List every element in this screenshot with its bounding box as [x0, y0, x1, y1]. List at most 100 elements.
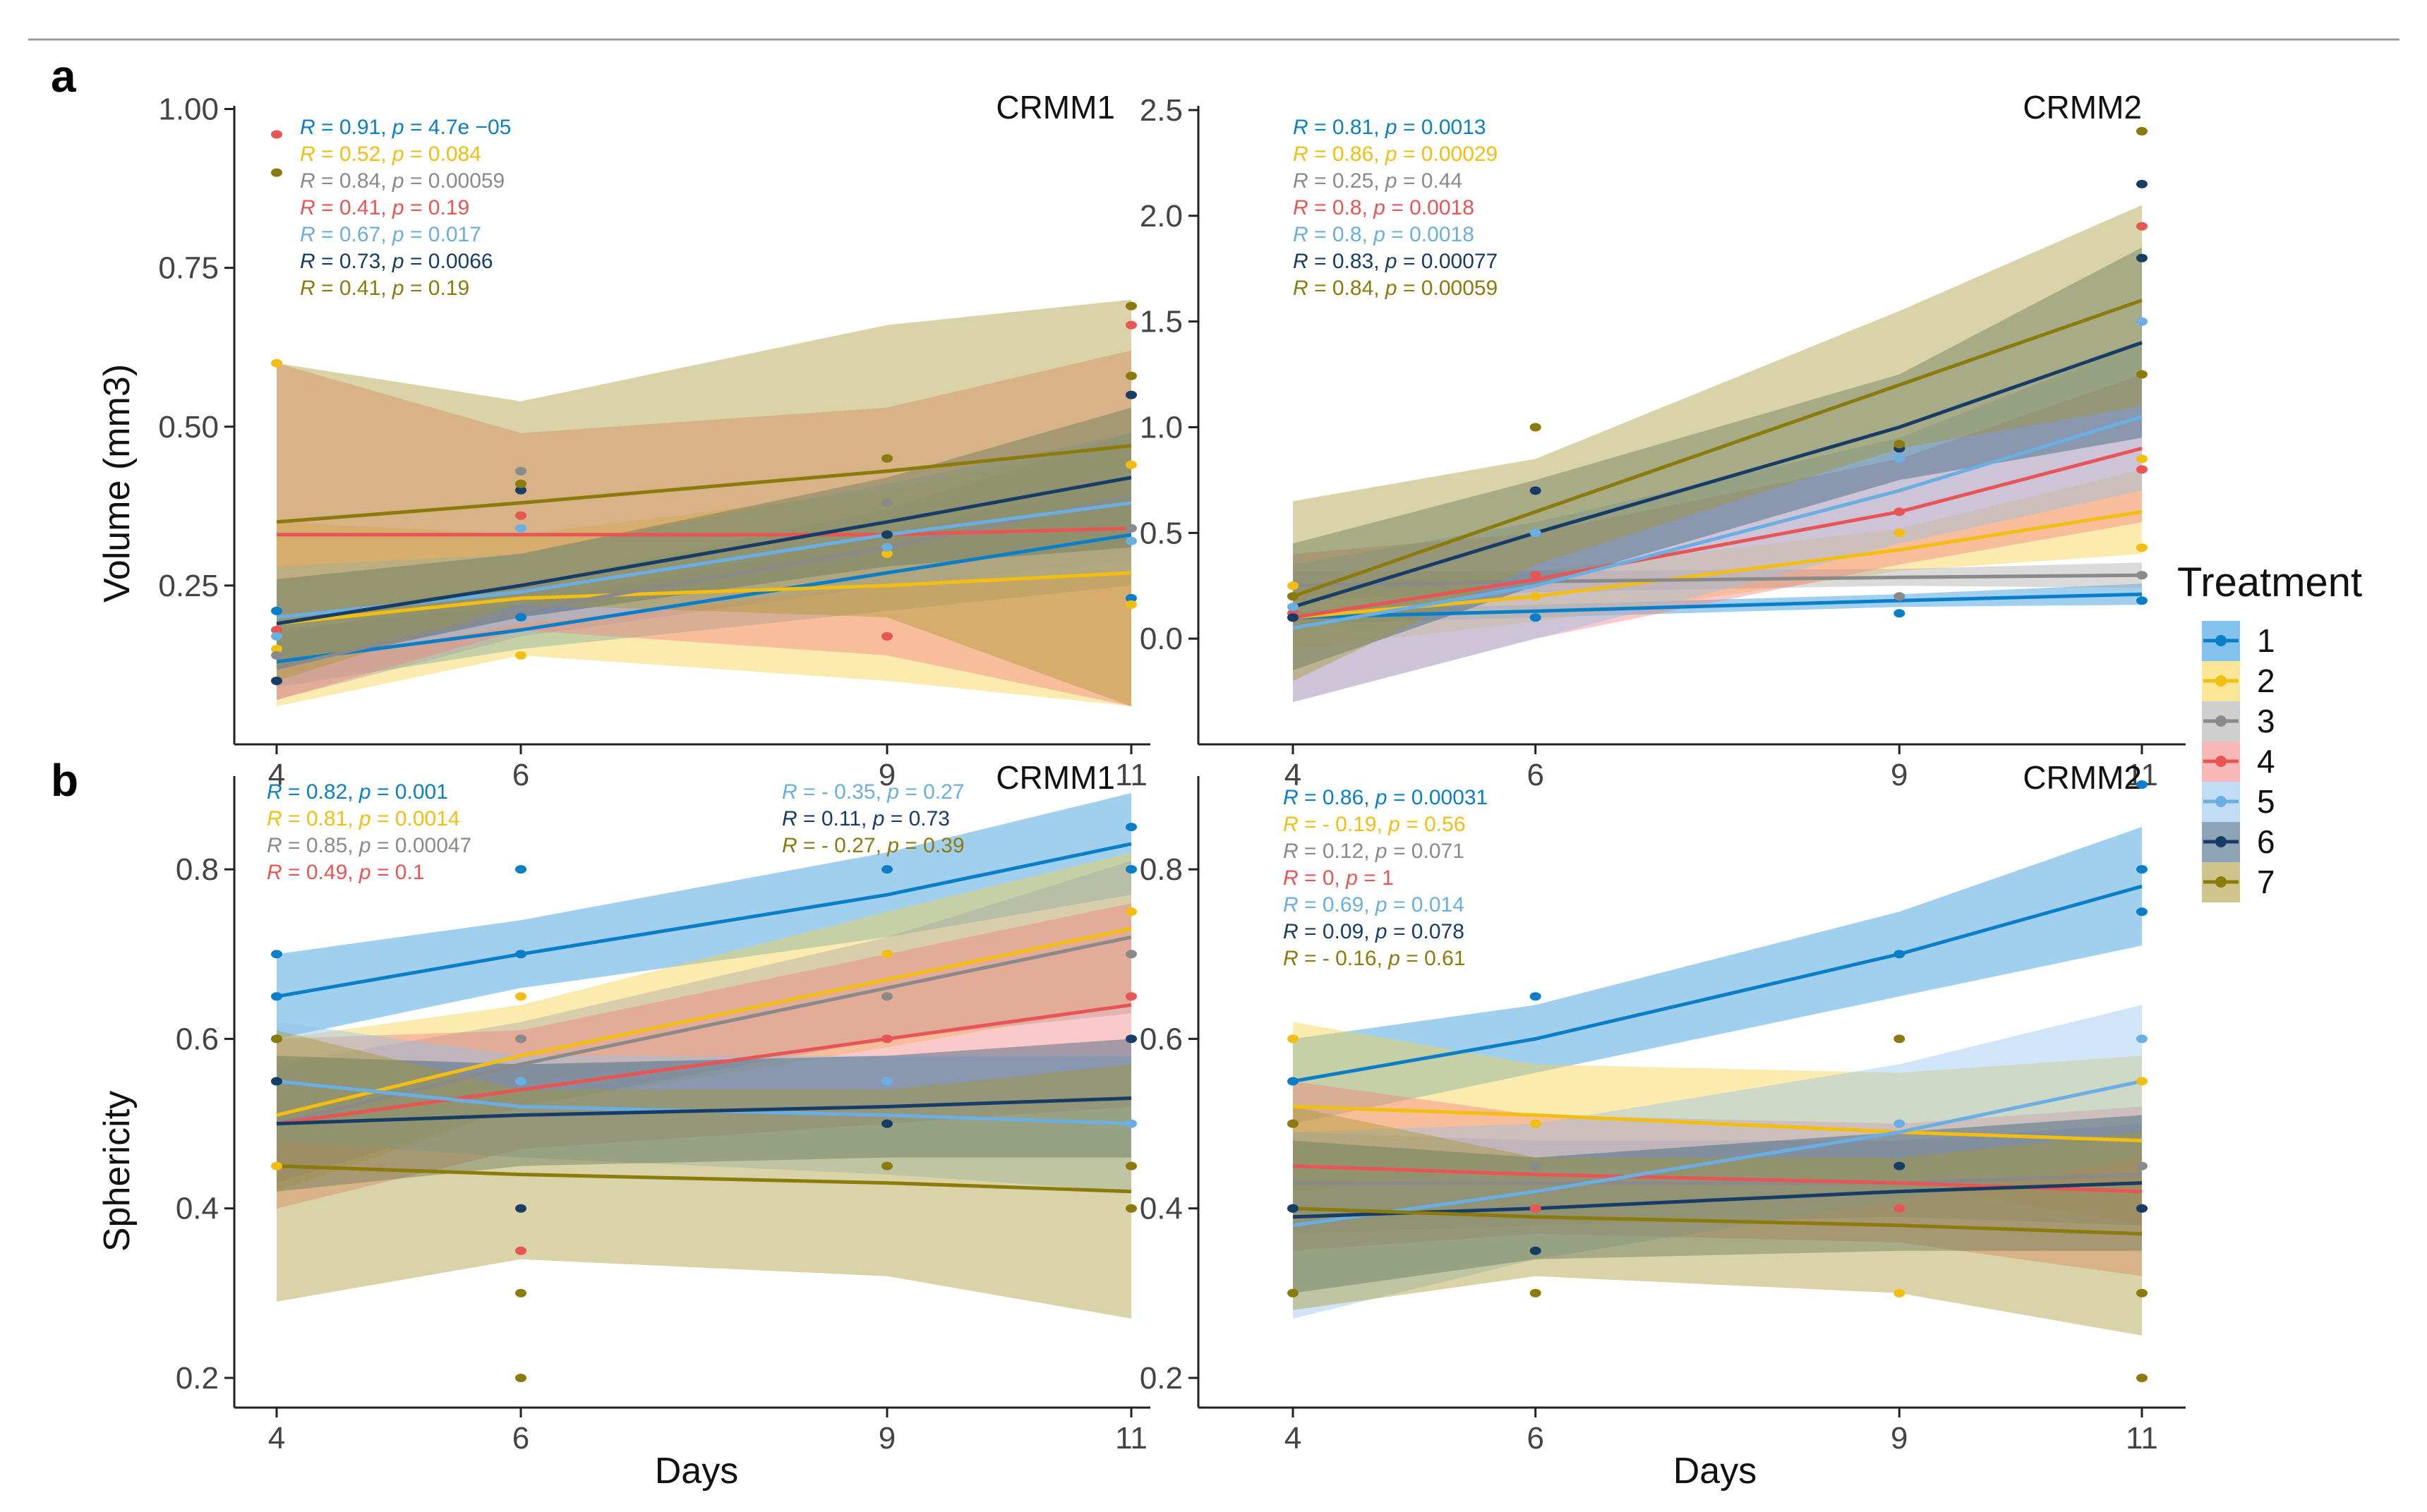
- data-point-treatment-1: [1529, 613, 1541, 622]
- correlation-annotation-treatment-7: R = 0.41, p = 0.19: [300, 277, 469, 300]
- data-point-treatment-2: [2136, 454, 2148, 464]
- correlation-annotation-treatment-6: R = 0.73, p = 0.0066: [300, 250, 493, 273]
- data-point-treatment-1: [1893, 950, 1905, 959]
- data-point-treatment-7: [271, 168, 282, 177]
- data-point-treatment-1: [515, 612, 526, 622]
- data-point-treatment-1: [1287, 1077, 1299, 1086]
- fit-line-treatment-3: [1292, 573, 2143, 588]
- data-point-treatment-4: [515, 1246, 526, 1255]
- fit-line-treatment-7: [1292, 1206, 2143, 1236]
- data-point-treatment-4: [881, 1034, 893, 1044]
- correlation-annotation-treatment-3: R = 0.85, p = 0.00047: [267, 834, 471, 857]
- data-point-treatment-2: [1529, 592, 1541, 601]
- data-point-treatment-7: [2136, 127, 2148, 135]
- data-point-treatment-1: [2136, 865, 2148, 874]
- correlation-annotation-treatment-7: R = - 0.16, p = 0.61: [1283, 947, 1466, 970]
- data-point-treatment-6: [515, 1204, 526, 1213]
- row-label-a: a: [51, 51, 76, 102]
- data-point-treatment-1: [2136, 780, 2148, 789]
- data-point-treatment-2: [881, 950, 893, 959]
- legend-dot-3: [2215, 715, 2227, 727]
- data-point-treatment-2: [1529, 1119, 1541, 1128]
- legend-label-6: 6: [2257, 823, 2275, 860]
- data-point-treatment-3: [1529, 1161, 1541, 1171]
- fit-line-treatment-5: [1292, 1079, 2143, 1228]
- data-point-treatment-1: [1126, 865, 1137, 874]
- correlation-annotation-treatment-7: R = - 0.27, p = 0.39: [782, 834, 965, 857]
- x-tick-label: 4: [1284, 1421, 1301, 1456]
- data-point-treatment-4: [1893, 507, 1905, 516]
- data-point-treatment-5: [1893, 454, 1905, 464]
- y-tick-label: 0.6: [176, 1022, 219, 1056]
- x-tick-label: 9: [879, 1421, 896, 1456]
- correlation-annotation-treatment-5: R = 0.67, p = 0.017: [300, 223, 481, 246]
- data-point-treatment-5: [881, 1077, 893, 1086]
- x-tick-label: 6: [1526, 1421, 1543, 1456]
- correlation-annotation-treatment-3: R = 0.84, p = 0.00059: [300, 169, 505, 193]
- data-point-treatment-4: [271, 625, 282, 634]
- y-tick-label: 0.75: [158, 251, 219, 286]
- data-point-treatment-7: [1893, 1034, 1905, 1044]
- fit-line-treatment-3: [276, 495, 1132, 670]
- data-point-treatment-5: [2136, 1034, 2148, 1044]
- data-point-treatment-6: [1126, 1034, 1137, 1044]
- data-point-treatment-7: [1529, 423, 1541, 432]
- y-tick-label: 0.4: [1140, 1192, 1183, 1226]
- correlation-annotation-treatment-3: R = 0.25, p = 0.44: [1293, 169, 1462, 193]
- legend-label-2: 2: [2257, 663, 2275, 699]
- correlation-annotation-treatment-5: R = - 0.35, p = 0.27: [782, 780, 965, 804]
- fit-line-treatment-6: [276, 476, 1132, 626]
- legend-label-7: 7: [2257, 864, 2275, 900]
- data-point-treatment-4: [1893, 1204, 1905, 1213]
- fit-line-treatment-2: [276, 571, 1132, 626]
- x-axis-label-left: Days: [655, 1451, 738, 1492]
- data-point-treatment-5: [271, 631, 282, 641]
- legend-title: Treatment: [2177, 560, 2362, 605]
- correlation-annotation-treatment-5: R = 0.8, p = 0.0018: [1293, 223, 1474, 246]
- x-tick-label: 11: [1115, 758, 1148, 792]
- data-point-treatment-7: [1126, 1161, 1137, 1171]
- x-tick-label: 4: [268, 1421, 285, 1456]
- legend-dot-5: [2215, 796, 2227, 807]
- data-point-treatment-5: [515, 1077, 526, 1086]
- correlation-annotation-treatment-4: R = 0.8, p = 0.0018: [1293, 196, 1474, 219]
- data-point-treatment-1: [2136, 596, 2148, 605]
- data-point-treatment-2: [1126, 460, 1137, 469]
- data-point-treatment-4: [2136, 465, 2148, 474]
- correlation-annotation-treatment-7: R = 0.84, p = 0.00059: [1293, 277, 1498, 300]
- y-tick-label: 0.25: [158, 569, 219, 603]
- legend-dot-7: [2215, 876, 2227, 888]
- data-point-treatment-6: [515, 485, 526, 495]
- data-point-treatment-6: [271, 677, 282, 685]
- confidence-band-treatment-2: [277, 439, 1131, 706]
- data-point-treatment-7: [515, 1374, 526, 1382]
- data-point-treatment-4: [1126, 320, 1137, 329]
- fit-line-treatment-4: [276, 1003, 1132, 1126]
- data-point-treatment-1: [271, 950, 282, 959]
- data-point-treatment-6: [1126, 390, 1137, 399]
- correlation-annotation-treatment-2: R = 0.52, p = 0.084: [300, 143, 481, 166]
- y-tick-label: 0.2: [176, 1361, 219, 1396]
- y-tick-label: 0.2: [1140, 1361, 1183, 1396]
- data-point-treatment-1: [515, 865, 526, 874]
- fit-line-treatment-6: [276, 1096, 1132, 1126]
- data-point-treatment-6: [271, 1077, 282, 1086]
- data-point-treatment-1: [1126, 823, 1137, 832]
- y-tick-label: 0.8: [176, 852, 219, 887]
- data-point-treatment-2: [271, 644, 282, 653]
- data-point-treatment-6: [881, 1119, 893, 1128]
- data-point-treatment-2: [2136, 543, 2148, 552]
- fit-line-treatment-1: [1292, 884, 2143, 1083]
- correlation-annotation-treatment-1: R = 0.82, p = 0.001: [267, 780, 448, 804]
- data-point-treatment-1: [881, 865, 893, 874]
- fit-line-treatment-3: [1293, 1173, 2143, 1185]
- data-point-treatment-6: [1287, 1204, 1299, 1213]
- panel-b-crmm2: 0.2 0.4 0.6 0.8 4 6 9 11 CRMM2 R = 0.86, p = 0.00…: [1140, 759, 2186, 1456]
- confidence-band-treatment-6: [1293, 247, 2142, 671]
- x-tick-label: 4: [268, 758, 285, 792]
- confidence-band-treatment-5: [277, 433, 1131, 668]
- data-point-treatment-2: [271, 1161, 282, 1171]
- data-point-treatment-7: [1126, 301, 1137, 310]
